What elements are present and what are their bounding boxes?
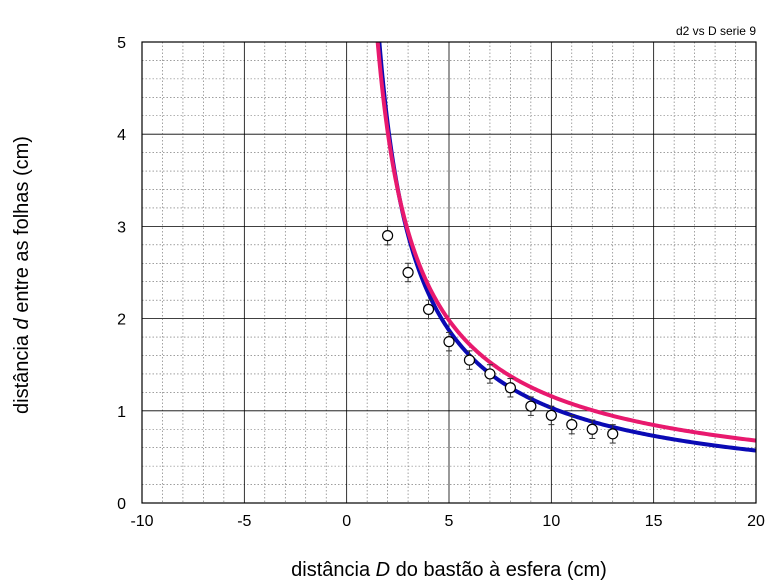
data-point [566, 419, 578, 431]
y-axis-label-variable: d [11, 317, 33, 329]
data-points [382, 225, 619, 444]
data-point [443, 336, 455, 348]
data-point [504, 382, 516, 394]
x-tick-label: 15 [645, 513, 663, 530]
y-tick-label: 0 [117, 496, 126, 513]
data-point [525, 400, 537, 412]
data-point [607, 428, 619, 440]
data-point [382, 230, 394, 242]
y-tick-label: 2 [117, 312, 126, 329]
data-point [422, 303, 435, 315]
x-tick-label: -5 [237, 513, 251, 530]
data-point [586, 423, 598, 435]
y-axis-label-part-2: entre as folhas (cm) [11, 136, 33, 318]
y-tick-label: 3 [117, 219, 126, 236]
data-point [463, 354, 476, 366]
y-tick-labels: 0 1 2 3 4 5 [117, 35, 126, 513]
x-axis-label-part-1: distância [291, 559, 376, 581]
x-axis-label: distância D do bastão à esfera (cm) [291, 559, 607, 581]
x-tick-label: 20 [747, 513, 765, 530]
x-tick-label: -10 [130, 513, 153, 530]
chart-title: d2 vs D serie 9 [676, 24, 756, 38]
fit-curves [375, 42, 756, 453]
x-axis-label-part-2: do bastão à esfera (cm) [390, 559, 607, 581]
x-axis-label-variable: D [376, 559, 390, 581]
blue-fit-curve [377, 42, 756, 453]
pink-fit-curve [375, 42, 756, 443]
x-tick-label: 10 [542, 513, 560, 530]
y-tick-label: 4 [117, 127, 126, 144]
y-axis-label: distância d entre as folhas (cm) [11, 136, 33, 414]
x-tick-label: 5 [445, 513, 454, 530]
x-tick-label: 0 [342, 513, 351, 530]
data-point [484, 368, 496, 380]
y-tick-label: 5 [117, 35, 126, 52]
major-grid [142, 42, 756, 503]
y-axis-label-part-1: distância [11, 329, 33, 414]
plot-frame [141, 41, 757, 504]
data-point [402, 266, 414, 279]
y-tick-label: 1 [117, 404, 126, 421]
x-tick-labels: -10 -5 0 5 10 15 20 [130, 513, 765, 530]
data-point [545, 409, 557, 422]
